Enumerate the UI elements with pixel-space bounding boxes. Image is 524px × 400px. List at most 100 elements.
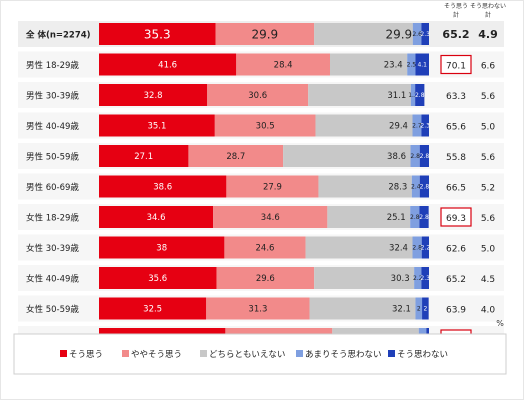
summary-header-2-line-1: そう思わない <box>470 3 506 10</box>
bar-segment-series-4 <box>412 114 422 137</box>
legend: そう思う ややそう思う どちらともいえない あまりそう思わない そう思わない <box>60 350 448 360</box>
data-label-series-3: 32.1 <box>392 305 411 315</box>
category-label: 男性 60-69歳 <box>26 182 79 193</box>
legend-swatch <box>122 350 129 357</box>
agree-total-value: 69.3 <box>446 214 466 224</box>
data-label-series-5: 2.3 <box>420 123 430 130</box>
bar-segment-series-2 <box>215 23 315 45</box>
bar-segment-series-2 <box>226 175 319 198</box>
data-label-series-5: 2.8 <box>415 92 425 99</box>
agree-total-value: 65.2 <box>442 28 469 41</box>
bar-segment-series-3 <box>308 84 411 106</box>
disagree-total-value: 5.0 <box>481 123 496 133</box>
data-label-series-4: 2.8 <box>410 214 420 221</box>
bar-segment-series-1 <box>99 267 217 289</box>
bar-segment-series-4 <box>410 84 416 106</box>
data-label-series-1: 38.6 <box>153 183 172 193</box>
chart-rows: 全 体(n=2274) 35.3 29.9 29.9 2.62.3 65.2 4.9男性 1… <box>18 21 504 352</box>
bar-segment-series-3 <box>309 297 416 320</box>
bar-segment-series-1 <box>99 297 207 320</box>
bar-segment-series-5 <box>421 114 429 137</box>
bar-segment-series-2 <box>216 267 315 289</box>
summary-header-1-line-2: 計 <box>453 11 459 19</box>
data-label-series-3: 31.1 <box>387 91 406 101</box>
disagree-total-value: 4.5 <box>481 275 495 285</box>
bar-segment-series-3 <box>315 114 413 137</box>
bar-segment-series-2 <box>236 53 330 76</box>
bar-segment-series-3 <box>327 206 411 228</box>
data-label-series-1: 32.8 <box>144 91 163 101</box>
data-label-series-4: 2.6 <box>412 31 422 38</box>
disagree-total-value: 5.6 <box>481 214 496 224</box>
bar-segment-series-4 <box>411 175 420 198</box>
data-label-series-2: 28.4 <box>274 61 293 71</box>
bar-segment-series-2 <box>206 297 310 320</box>
bar-segment-series-5 <box>422 297 429 320</box>
agree-total-value: 66.5 <box>446 184 466 194</box>
bar-segment-series-4 <box>414 267 422 289</box>
category-label: 男性 40-49歳 <box>26 121 79 132</box>
bar-segment-series-2 <box>207 84 309 106</box>
data-label-series-3: 30.3 <box>391 274 410 284</box>
chart-row: 女性 40-49歳 35.6 29.6 30.3 2.22.3 65.2 4.5 <box>18 265 504 291</box>
highlight-box <box>440 54 472 75</box>
data-label-series-4: 2.7 <box>412 123 422 130</box>
data-label-series-5: 2.8 <box>419 214 429 221</box>
bar-segment-series-3 <box>314 23 413 45</box>
data-label-series-2: 24.6 <box>256 244 275 254</box>
bar-segment-series-5 <box>421 267 429 289</box>
chart-row: 全 体(n=2274) 35.3 29.9 29.9 2.62.3 65.2 4.9 <box>18 21 504 47</box>
data-label-series-5: 2.3 <box>420 31 430 38</box>
data-label-series-3: 29.4 <box>389 122 408 132</box>
legend-swatch <box>200 350 207 357</box>
category-label: 男性 50-59歳 <box>26 152 79 163</box>
disagree-total-value: 5.6 <box>481 153 496 163</box>
disagree-total-value: 4.0 <box>481 306 496 316</box>
data-label-series-3: 23.4 <box>384 61 403 71</box>
bar-segment-series-1 <box>99 145 189 167</box>
data-label-series-4: 2.8 <box>410 153 420 160</box>
agree-total-value: 55.8 <box>446 153 466 163</box>
data-label-series-4: 2.5 <box>407 62 417 69</box>
bar-segment-series-1 <box>99 206 214 228</box>
data-label-series-1: 27.1 <box>134 152 153 162</box>
summary-header-1-line-1: そう思う <box>444 3 468 10</box>
bar-segment-series-1 <box>99 53 237 76</box>
category-label: 男性 18-29歳 <box>26 60 79 71</box>
data-label-series-5: 4.1 <box>417 62 427 69</box>
bar-segment-series-2 <box>213 206 328 228</box>
bar-segment-series-5 <box>415 84 425 106</box>
data-label-series-3: 25.1 <box>387 213 406 223</box>
bar-segment-series-1 <box>99 23 216 45</box>
agree-total-value: 65.6 <box>446 123 466 133</box>
category-label: 男性 30-39歳 <box>26 91 79 102</box>
data-label-series-2: 29.6 <box>256 274 275 284</box>
legend-swatch <box>296 350 303 357</box>
data-label-series-1: 41.6 <box>158 61 177 71</box>
data-label-series-4: 2.2 <box>413 275 423 282</box>
data-label-series-3: 29.9 <box>385 28 412 42</box>
highlight-box <box>440 207 472 227</box>
chart-row: 女性 30-39歳 38 24.6 32.4 2.82.2 62.6 5.0 <box>18 234 504 261</box>
bar-segment-series-5 <box>419 206 429 228</box>
disagree-total-value: 5.2 <box>481 184 495 194</box>
data-label-series-2: 31.3 <box>248 305 267 315</box>
data-label-series-5: 2.2 <box>421 245 431 252</box>
bar-segment-series-4 <box>410 145 420 167</box>
chart-row: 女性 50-59歳 32.5 31.3 32.1 2 2 63.9 4.0 <box>18 295 504 322</box>
data-label-series-2: 30.6 <box>248 91 267 101</box>
bar-segment-series-4 <box>407 53 416 76</box>
chart-row: 男性 50-59歳 27.1 28.7 38.6 2.8 2.8 55.8 5.6 <box>18 143 504 169</box>
data-label-series-3: 32.4 <box>389 244 408 254</box>
disagree-total-value: 5.6 <box>481 92 496 102</box>
data-label-series-2: 28.7 <box>226 152 245 162</box>
data-label-series-1: 35.3 <box>144 28 171 42</box>
chart-row: 男性 30-39歳 32.8 30.6 31.1 1.32.8 63.3 5.6 <box>18 82 504 108</box>
bar-segment-series-5 <box>421 23 429 45</box>
data-label-series-2: 30.5 <box>256 122 275 132</box>
data-label-series-4: 1.3 <box>408 92 418 99</box>
legend-swatch <box>60 350 67 357</box>
bar-segment-series-4 <box>412 23 422 45</box>
